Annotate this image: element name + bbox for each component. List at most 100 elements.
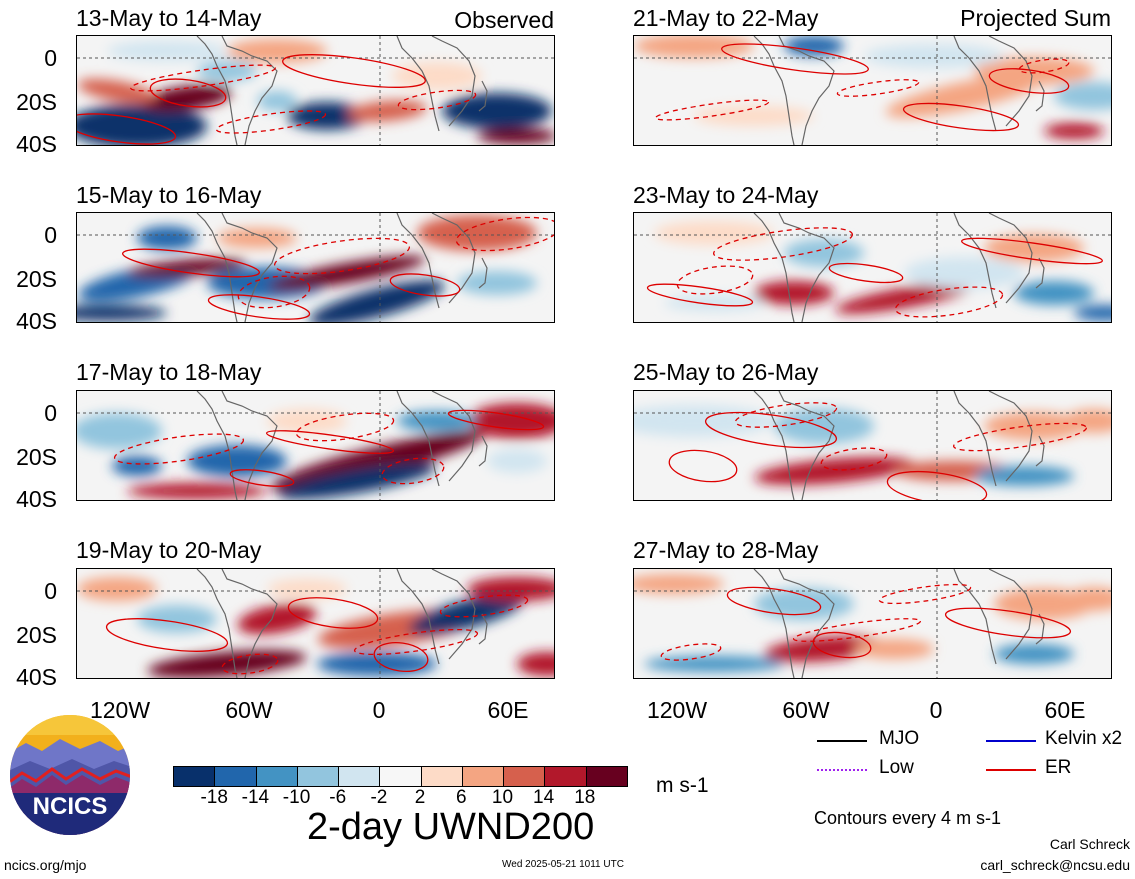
anomaly-field — [397, 411, 477, 431]
er-contour — [878, 583, 972, 605]
author-email[interactable]: carl_schreck@ncsu.edu — [980, 857, 1130, 873]
anomaly-field — [664, 295, 764, 311]
legend-mjo-label: MJO — [879, 728, 920, 749]
er-contour — [961, 237, 1103, 265]
coastline — [988, 391, 1033, 482]
coastline — [396, 36, 440, 132]
er-contour — [660, 643, 722, 661]
y-tick-0: 0 — [44, 578, 57, 604]
panel-title-1: 13-May to 14-May — [76, 5, 262, 31]
colorbar — [173, 766, 628, 787]
anomaly-field — [257, 91, 297, 111]
er-contour — [77, 113, 177, 145]
anomaly-field — [77, 577, 157, 601]
anomaly-field — [477, 128, 554, 144]
x-tick-0: 0 — [372, 697, 386, 723]
anomaly-field — [1014, 281, 1094, 305]
er-contour — [221, 653, 279, 675]
er-contour — [122, 248, 260, 278]
er-contour — [105, 618, 229, 652]
panel-title-5: 21-May to 22-May — [633, 5, 819, 31]
legend-low-label: Low — [879, 757, 914, 778]
anomaly-field — [784, 239, 864, 267]
y-tick-20s: 20S — [16, 622, 57, 648]
anomaly-field — [457, 271, 537, 295]
heatmap-panel-7 — [633, 390, 1112, 501]
er-contour — [952, 422, 1088, 452]
legend-low-line — [817, 769, 867, 771]
panel-title-4: 19-May to 20-May — [76, 537, 262, 563]
er-contour — [373, 641, 429, 673]
er-contour — [726, 586, 822, 616]
colorbar-tick-label: 14 — [533, 787, 555, 808]
coastline — [1035, 435, 1045, 467]
coastline — [221, 36, 278, 145]
er-contour — [265, 430, 395, 454]
er-contour — [902, 102, 1020, 132]
coastline — [953, 391, 997, 487]
er-contour — [282, 54, 426, 88]
er-contour — [229, 469, 295, 487]
anomaly-field — [127, 258, 247, 278]
observed-label: Observed — [454, 7, 554, 33]
colorbar-bin — [586, 767, 627, 786]
coastline — [953, 569, 997, 665]
panel-title-3: 17-May to 18-May — [76, 359, 262, 385]
coastline — [396, 213, 440, 309]
colorbar-tick-label: 18 — [574, 787, 596, 808]
heatmap-svg — [77, 391, 554, 500]
er-contour — [1018, 58, 1070, 74]
anomaly-field — [442, 93, 552, 129]
coastline — [431, 569, 476, 660]
anomaly-field — [1064, 587, 1111, 611]
coastline — [753, 36, 795, 145]
er-contour — [149, 78, 227, 108]
anomaly-field — [1044, 123, 1104, 139]
projected-label: Projected Sum — [960, 5, 1111, 31]
anomaly-field — [137, 226, 197, 250]
anomaly-field — [694, 106, 814, 126]
coastline — [431, 36, 476, 127]
anomaly-field — [408, 593, 526, 635]
author: Carl Schreck — [1049, 836, 1130, 852]
anomaly-field — [227, 39, 327, 63]
coastline — [1035, 257, 1045, 289]
x-tick-60e: 60E — [487, 697, 529, 723]
colorbar-tick-label: 6 — [455, 787, 467, 808]
anomaly-field — [517, 652, 554, 676]
coastline — [196, 213, 238, 322]
site-link[interactable]: ncics.org/mjo — [4, 857, 87, 873]
panel-title-2: 15-May to 16-May — [76, 182, 262, 208]
er-contour — [287, 597, 379, 629]
colorbar-bin — [215, 767, 257, 786]
contour-note: Contours every 4 m s-1 — [814, 808, 1002, 828]
colorbar-bin — [545, 767, 587, 786]
coastline — [196, 36, 238, 145]
heatmap-panel-6 — [633, 212, 1112, 323]
anomaly-field — [994, 644, 1074, 664]
er-contour — [676, 265, 754, 295]
y-tick-40s: 40S — [16, 486, 57, 512]
coastline — [778, 36, 835, 145]
er-contour — [447, 409, 545, 431]
x-tick-120w: 120W — [89, 697, 151, 723]
er-contour — [397, 89, 477, 111]
coastline — [778, 213, 835, 322]
legend-mjo-line — [817, 740, 867, 742]
coastline — [778, 569, 835, 678]
anomaly-field — [267, 579, 347, 599]
anomaly-field — [634, 574, 724, 594]
anomaly-field — [147, 650, 307, 678]
anomaly-field — [309, 280, 445, 322]
colorbar-tick-label: -18 — [200, 787, 228, 808]
legend-er-label: ER — [1045, 757, 1072, 778]
chart-title: 2-day UWND200 — [307, 806, 595, 848]
er-contour — [828, 262, 904, 284]
y-tick-0: 0 — [44, 400, 57, 426]
colorbar-bin — [504, 767, 546, 786]
anomaly-field — [774, 408, 874, 444]
y-tick-40s: 40S — [16, 308, 57, 334]
er-contour — [886, 470, 988, 500]
er-contour — [820, 447, 888, 471]
colorbar-bin — [339, 767, 381, 786]
